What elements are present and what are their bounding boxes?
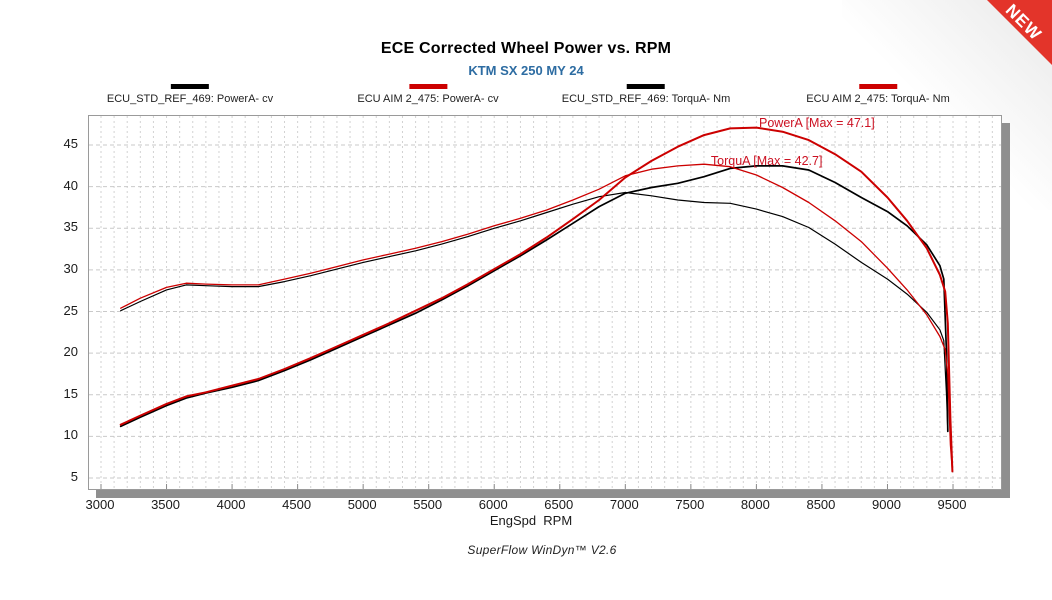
legend-item-std-torque: ECU_STD_REF_469: TorquA- Nm [561, 84, 731, 105]
page-title: ECE Corrected Wheel Power vs. RPM [380, 40, 672, 57]
x-axis-title: EngSpd RPM [489, 513, 573, 528]
x-tick-label: 9000 [872, 497, 901, 512]
legend-label: ECU AIM 2_475: PowerA- cv [357, 93, 499, 105]
y-tick-label: 10 [63, 427, 78, 443]
y-tick-label: 25 [63, 302, 78, 318]
series-curve-2 [120, 163, 954, 473]
x-tick-label: 6000 [478, 497, 508, 512]
x-tick-label: 8000 [740, 497, 770, 512]
y-tick-label: 15 [63, 385, 78, 401]
x-tick-label: 5000 [347, 497, 377, 512]
dyno-curves-svg: PowerA [Max = 47.1] TorquA [Max = 42.7] [89, 116, 1001, 489]
ribbon-triangle [987, 0, 1052, 65]
y-tick-label: 35 [63, 219, 78, 235]
y-tick-label: 5 [70, 469, 78, 484]
legend-label: ECU AIM 2_475: TorquA- Nm [806, 93, 950, 105]
series-curve-1 [119, 165, 949, 433]
legend-swatch-red-torque [859, 84, 897, 89]
x-tick-label: 8500 [806, 497, 836, 512]
legend-swatch-black-power [171, 84, 209, 89]
x-tick-label: 7000 [609, 497, 639, 512]
x-tick-label: 3000 [85, 497, 115, 512]
legend-item-aim-power: ECU AIM 2_475: PowerA- cv [357, 84, 499, 105]
max-annotation-0: PowerA [Max = 47.1] [759, 116, 875, 130]
software-version-note: SuperFlow WinDyn™ V2.6 [467, 543, 617, 557]
x-major-ticks [100, 484, 954, 489]
x-tick-label: 6500 [544, 497, 574, 512]
legend-label: ECU_STD_REF_469: TorquA- Nm [561, 93, 731, 105]
y-tick-label: 45 [63, 136, 78, 152]
y-tick-label: 30 [63, 260, 78, 276]
max-annotation-1: TorquA [Max = 42.7] [711, 154, 823, 168]
legend-swatch-red-power [408, 84, 447, 89]
legend-item-std-power: ECU_STD_REF_469: PowerA- cv [107, 84, 273, 105]
page-subtitle: KTM SX 250 MY 24 [468, 63, 584, 78]
legend-label: ECU_STD_REF_469: PowerA- cv [106, 93, 274, 105]
y-tick-label: 40 [63, 177, 78, 193]
series-curve-0 [120, 191, 949, 432]
y-tick-label: 20 [63, 344, 78, 360]
plot-area: PowerA [Max = 47.1] TorquA [Max = 42.7] [88, 115, 1002, 490]
x-tick-label: 9500 [937, 497, 967, 512]
legend-swatch-black-torque [627, 84, 665, 89]
new-ribbon: NEW [987, 0, 1052, 65]
legend-item-aim-torque: ECU AIM 2_475: TorquA- Nm [806, 84, 950, 105]
grid-lines [89, 116, 1001, 489]
series-curve-3 [119, 126, 954, 473]
x-tick-label: 4500 [282, 497, 312, 512]
x-tick-label: 4000 [216, 497, 246, 512]
x-tick-label: 3500 [151, 497, 180, 512]
x-tick-label: 5500 [413, 497, 443, 512]
x-tick-label: 7500 [675, 497, 705, 512]
